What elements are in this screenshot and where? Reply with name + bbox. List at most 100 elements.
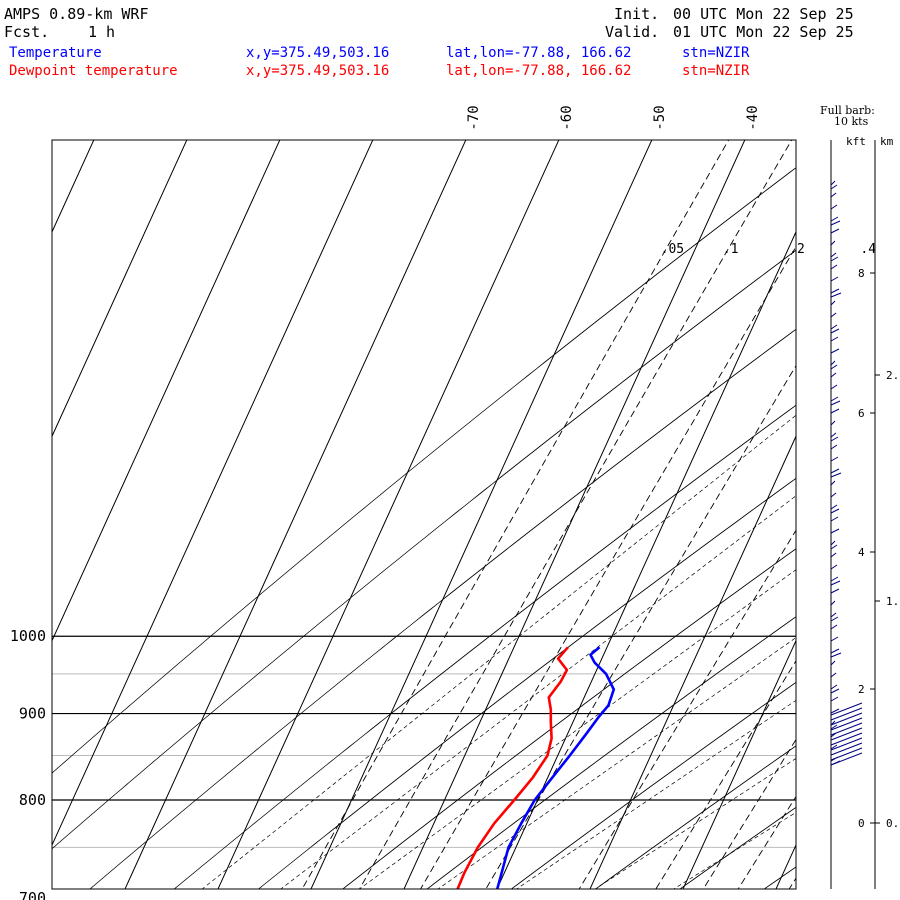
full-barb-line1: Full barb: (820, 104, 875, 117)
wind-barb (830, 228, 840, 234)
wind-barb (830, 264, 838, 270)
wind-barb (830, 580, 841, 586)
dry-adiabat-line (510, 681, 796, 889)
wind-barb (830, 724, 838, 730)
wind-barb (830, 256, 839, 262)
wind-barb (830, 616, 839, 622)
wind-barb (830, 384, 838, 390)
moist-adiabat-line (280, 495, 796, 889)
pressure-tick-label: 1000 (10, 627, 46, 645)
wind-barb (830, 732, 863, 746)
wind-barb (830, 328, 840, 334)
temperature-tick-label: -40 (745, 105, 761, 130)
wind-barb (830, 396, 839, 402)
wind-barb (830, 324, 838, 330)
legend-dewpoint-station: stn=NZIR (682, 63, 750, 79)
pressure-tick-label: 700 (19, 889, 46, 900)
wind-barb (830, 408, 840, 414)
wind-barb (830, 737, 863, 751)
legend-temperature-name: Temperature (9, 45, 102, 61)
wind-barb (830, 220, 841, 226)
wind-barb-panel: Full barb: 10 kts kft km 8 6 4 2 0 2. 1. 0. (820, 104, 899, 889)
isotherm-line (682, 639, 796, 889)
km-label: km (880, 135, 894, 148)
wind-barb (830, 492, 837, 498)
valid-value: 01 UTC Mon 22 Sep 25 (673, 23, 854, 41)
kft-label: kft (846, 135, 866, 148)
wind-barb (830, 624, 838, 630)
mixing-ratio-line (358, 140, 793, 889)
wind-barb (830, 276, 839, 282)
full-barb-line2: 10 kts (834, 115, 869, 128)
wind-barb (830, 516, 839, 522)
wind-barb (830, 444, 838, 450)
wind-barb (830, 652, 842, 658)
plot-frame (51, 139, 797, 890)
wind-barb (830, 540, 836, 546)
init-value: 00 UTC Mon 22 Sep 25 (673, 5, 854, 23)
mixing-ratio-label: .05 (661, 242, 684, 257)
dry-adiabat-line (52, 249, 796, 850)
wind-barb (830, 696, 839, 702)
wind-barbs (830, 180, 863, 766)
km-tick-label: 1. (886, 595, 899, 608)
mixing-ratio-line (655, 660, 796, 889)
moist-adiabat-line (594, 758, 796, 889)
isotherm-line (589, 435, 796, 889)
dry-adiabat-line (426, 616, 796, 889)
wind-barb (830, 636, 839, 642)
wind-barb (830, 508, 840, 514)
mixing-ratio-label: .2 (789, 242, 805, 257)
wind-barb (830, 252, 837, 258)
wind-barb (830, 240, 836, 246)
km-tick-label: 0. (886, 817, 899, 830)
wind-barb (830, 544, 838, 550)
chart-labels: 7008009001000-70-60-50-40102202302402502… (10, 105, 876, 900)
temperature-tick-label: -60 (559, 105, 575, 130)
temperature-profile (495, 646, 616, 889)
legend-temperature-latlon: lat,lon=-77.88, 166.62 (446, 45, 632, 61)
moist-adiabat-line (358, 569, 796, 889)
wind-barb (830, 288, 840, 294)
mixing-ratio-line (578, 529, 796, 889)
valid-label: Valid. (605, 23, 660, 41)
wind-barb (830, 192, 837, 198)
isotherm-line (52, 140, 281, 642)
wind-barb (830, 688, 840, 694)
wind-barb (830, 564, 838, 570)
isotherm-line (310, 140, 653, 889)
wind-barb (830, 504, 838, 510)
wind-barb (830, 672, 837, 678)
wind-barb (830, 600, 836, 606)
kft-tick-label: 8 (858, 267, 865, 280)
mixing-ratio-label: .1 (723, 242, 739, 257)
isotherm-line (52, 140, 188, 438)
isotherm-line (217, 140, 560, 889)
kft-tick-label: 0 (858, 817, 865, 830)
wind-barb (830, 180, 836, 186)
wind-barb (830, 684, 838, 690)
temperature-tick-label: -70 (466, 105, 482, 130)
isotherm-line (403, 140, 746, 889)
wind-barb (830, 528, 840, 534)
dry-adiabat-line (594, 745, 796, 889)
mixing-ratio-label: .4 (860, 242, 876, 257)
wind-barb (830, 612, 837, 618)
temperature-tick-label: -50 (652, 105, 668, 130)
wind-barb (830, 480, 836, 486)
moist-adiabat-line (515, 699, 796, 889)
legend-temperature-station: stn=NZIR (682, 45, 750, 61)
wind-barb (830, 722, 863, 736)
wind-barb (830, 432, 837, 438)
wind-barb (830, 468, 840, 474)
wind-barb (830, 717, 863, 731)
wind-barb (830, 727, 863, 741)
dry-adiabat-line (89, 328, 796, 889)
wind-barb (830, 184, 838, 190)
wind-barb (830, 400, 841, 406)
wind-barb (830, 707, 863, 721)
model-title: AMPS 0.89-km WRF (4, 5, 149, 23)
wind-barb (830, 420, 836, 426)
wind-barb (830, 552, 837, 558)
